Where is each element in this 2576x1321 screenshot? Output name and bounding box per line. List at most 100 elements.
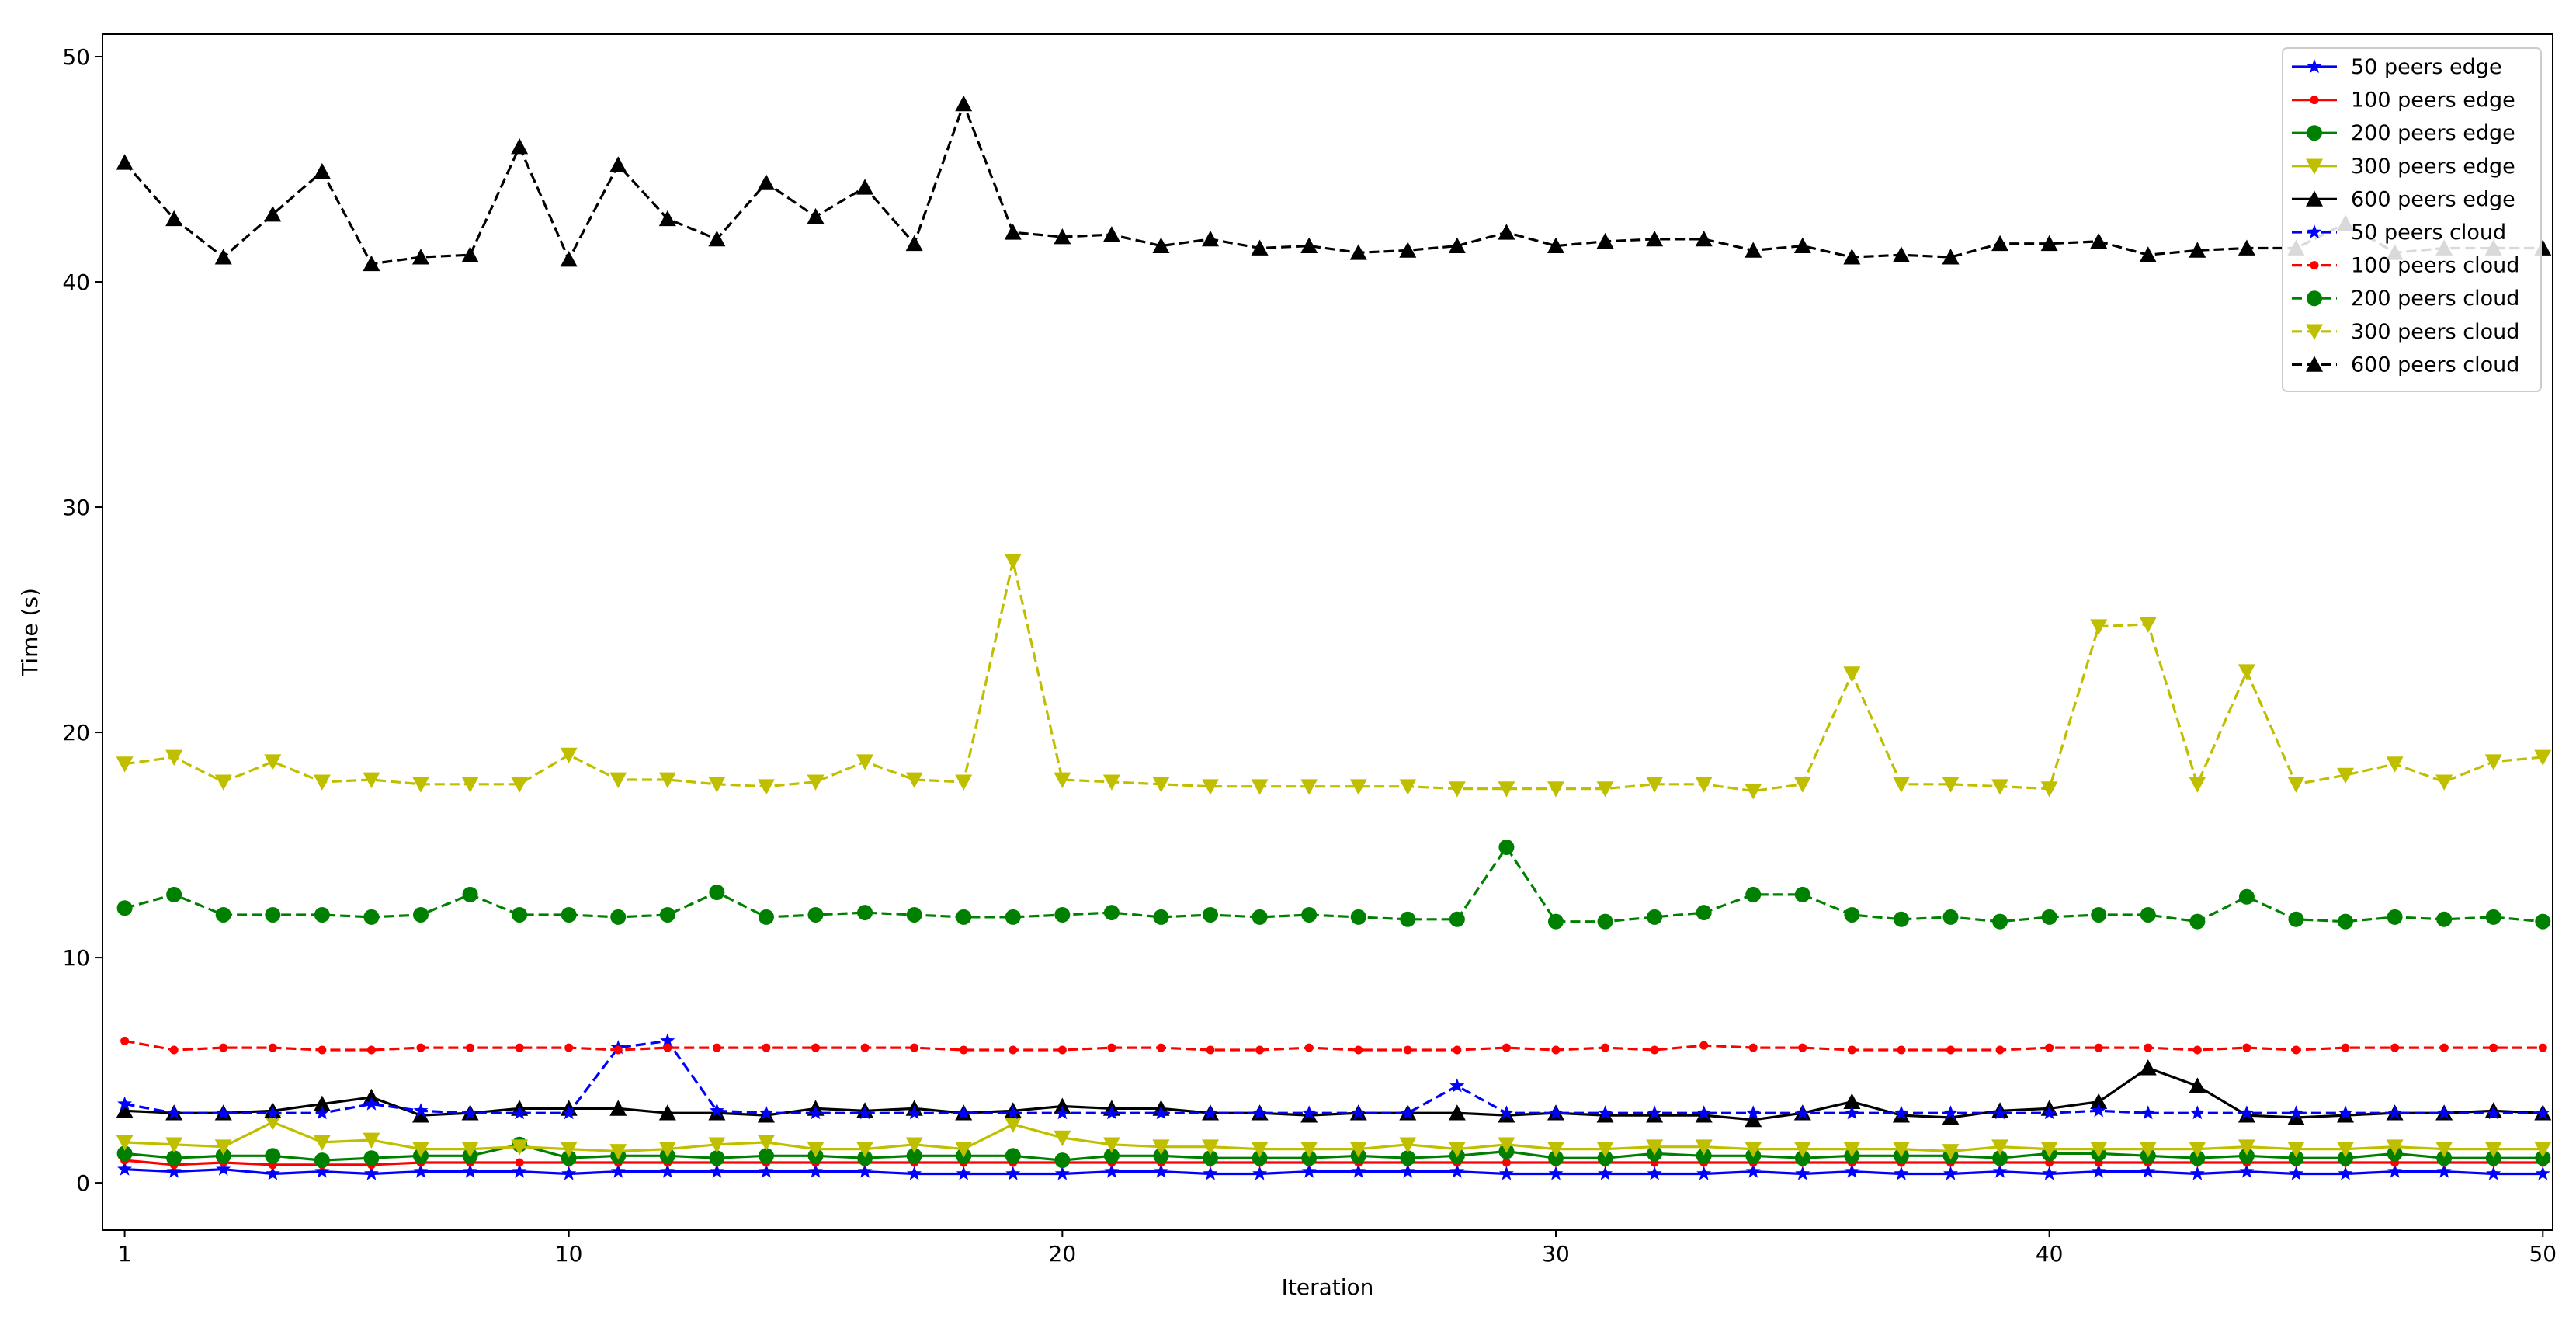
data-point <box>219 1043 228 1052</box>
data-point <box>2484 1142 2502 1158</box>
data-point <box>807 1142 825 1158</box>
data-point <box>165 210 183 227</box>
data-point <box>1102 774 1120 791</box>
data-point <box>1009 1045 1018 1055</box>
data-point <box>411 249 429 265</box>
series-line <box>124 1039 2543 1114</box>
series-50-peers-cloud <box>117 1033 2550 1120</box>
data-point <box>2538 1043 2547 1052</box>
data-point <box>515 1158 524 1167</box>
data-point <box>907 1105 922 1120</box>
data-point <box>1203 1150 1219 1166</box>
data-point <box>2139 617 2157 633</box>
series-line <box>124 560 2543 793</box>
data-point <box>1748 1043 1758 1052</box>
data-point <box>265 1166 280 1180</box>
data-point <box>1054 906 1071 923</box>
legend-marker <box>2310 96 2319 105</box>
data-point <box>1942 249 1960 265</box>
data-point <box>1004 224 1022 240</box>
legend-box <box>2282 47 2542 392</box>
legend-label: 100 peers cloud <box>2351 254 2519 278</box>
data-point <box>1646 1139 1664 1156</box>
data-point <box>955 95 973 112</box>
data-point <box>2242 1043 2251 1052</box>
y-tick-label: 50 <box>62 44 90 70</box>
data-point <box>2435 1142 2453 1158</box>
data-point <box>610 1163 626 1178</box>
data-point <box>2189 1077 2206 1093</box>
series-100-peers-cloud <box>120 1036 2547 1055</box>
data-point <box>2091 1163 2106 1178</box>
legend-entry: 50 peers cloud <box>2292 221 2506 245</box>
data-point <box>2535 1166 2550 1180</box>
data-point <box>1995 1045 2005 1055</box>
data-point <box>1647 1166 1662 1180</box>
data-point <box>2338 1166 2353 1180</box>
data-point <box>758 909 774 925</box>
data-point <box>2386 1139 2404 1156</box>
data-point <box>561 1105 577 1120</box>
data-point <box>1104 1163 1120 1178</box>
legend-marker <box>2307 125 2322 141</box>
data-point <box>313 162 331 179</box>
data-point <box>314 1163 330 1178</box>
data-point <box>2139 1142 2157 1158</box>
data-point <box>1596 1142 1614 1158</box>
data-point <box>2042 1166 2057 1180</box>
data-point <box>1794 886 1810 902</box>
data-point <box>463 1105 478 1120</box>
data-point <box>2535 1150 2551 1166</box>
data-point <box>759 1163 774 1178</box>
data-point <box>2341 1043 2350 1052</box>
data-point <box>512 1105 527 1120</box>
data-point <box>314 906 330 923</box>
data-point <box>1448 237 1466 253</box>
data-point <box>1843 1093 1861 1110</box>
data-point <box>1942 1108 1960 1125</box>
x-tick-label: 1 <box>118 1241 132 1267</box>
data-point <box>709 1163 724 1178</box>
data-point <box>1598 1166 1613 1180</box>
data-point <box>1843 666 1861 683</box>
data-point <box>1696 1166 1712 1180</box>
data-point <box>907 1166 922 1180</box>
data-point <box>1152 1139 1170 1156</box>
series-200-peers-cloud <box>116 839 2551 930</box>
x-tick-label: 10 <box>555 1241 583 1267</box>
legend-entry: 300 peers cloud <box>2292 320 2519 344</box>
legend-label: 300 peers cloud <box>2351 320 2519 344</box>
data-point <box>1399 242 1417 258</box>
data-point <box>1057 1045 1067 1055</box>
data-point <box>363 1096 379 1111</box>
data-point <box>1598 1105 1613 1120</box>
data-point <box>560 1142 578 1158</box>
data-point <box>2288 1150 2304 1166</box>
legend-marker <box>2306 158 2323 175</box>
data-point <box>116 756 134 773</box>
data-point <box>2436 1163 2452 1178</box>
legend: 50 peers edge 100 peers edge 200 peers edg… <box>2282 47 2542 392</box>
data-point <box>708 1137 726 1153</box>
data-point <box>709 884 725 900</box>
data-point <box>2534 1142 2552 1158</box>
data-point <box>1202 1139 1220 1156</box>
data-point <box>658 1142 676 1158</box>
data-point <box>120 1036 130 1045</box>
data-point <box>2288 911 2304 927</box>
data-point <box>1202 230 1220 247</box>
legend-label: 600 peers edge <box>2351 187 2515 211</box>
data-point <box>1892 1142 1910 1158</box>
data-point <box>461 777 479 793</box>
legend-label: 300 peers edge <box>2351 155 2515 179</box>
data-point <box>956 909 972 925</box>
data-point <box>314 1152 330 1169</box>
data-point <box>1448 1104 1466 1121</box>
data-point <box>609 772 627 788</box>
data-point <box>2489 1043 2498 1052</box>
data-point <box>1300 1142 1318 1158</box>
legend-marker <box>2310 261 2319 270</box>
legend-marker <box>2306 356 2323 372</box>
data-point <box>1843 249 1861 265</box>
